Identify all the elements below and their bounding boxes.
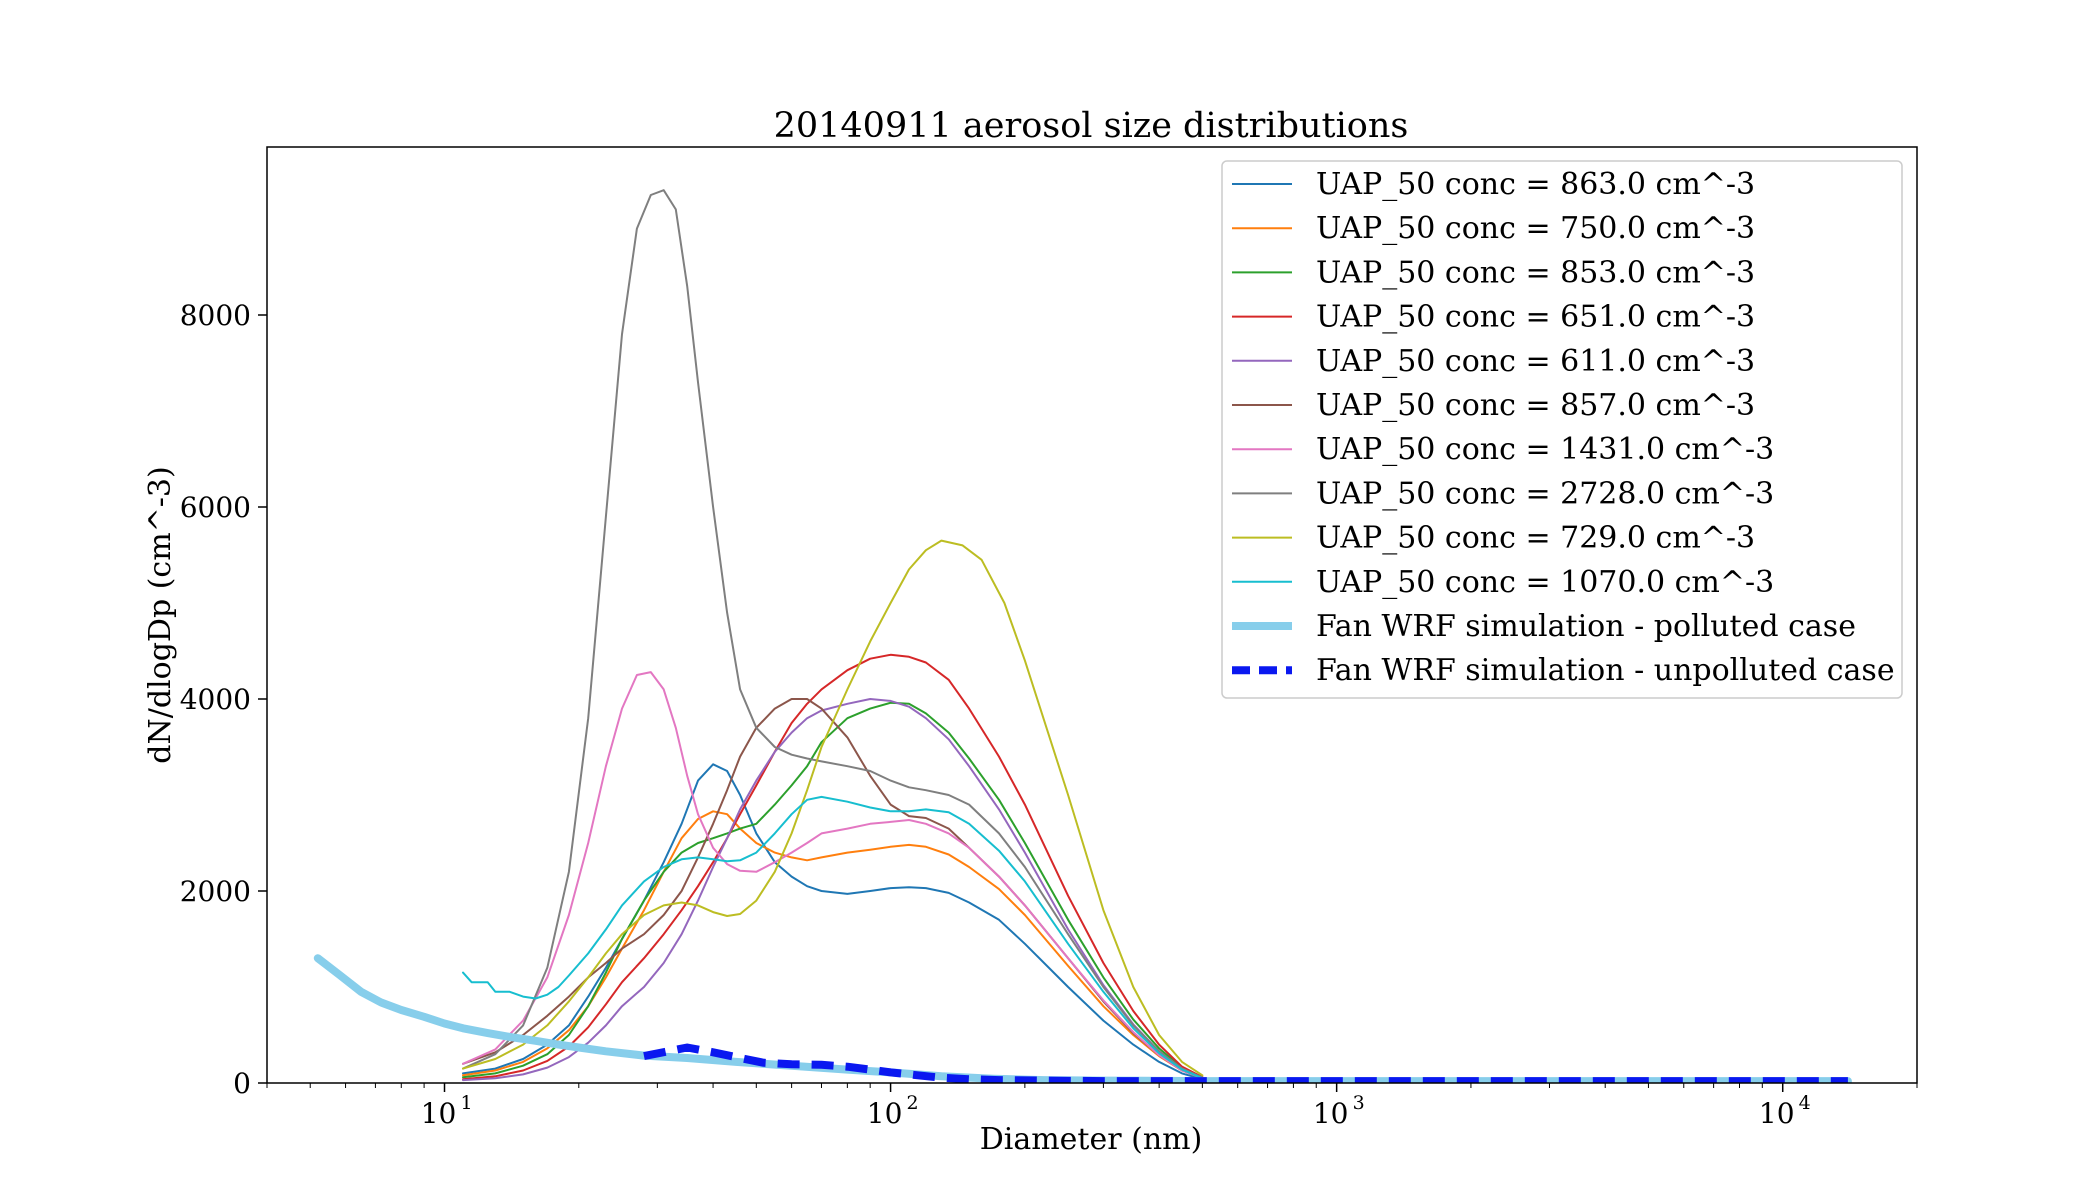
- legend-label: UAP_50 conc = 611.0 cm^-3: [1316, 344, 1755, 379]
- legend-label: UAP_50 conc = 857.0 cm^-3: [1316, 388, 1755, 423]
- legend-items: UAP_50 conc = 863.0 cm^-3 UAP_50 conc = 7…: [1232, 167, 1895, 688]
- x-tick-label: 10: [421, 1097, 457, 1130]
- plot-frame: [266, 146, 1918, 1084]
- x-tick-label: 10: [867, 1097, 903, 1130]
- legend-label: UAP_50 conc = 1070.0 cm^-3: [1316, 565, 1774, 600]
- x-tick-exponent: 3: [1353, 1092, 1365, 1114]
- series-line-1: [462, 763, 1204, 1081]
- chart-title: 20140911 aerosol size distributions: [774, 106, 1409, 146]
- y-axis: 0 2000 4000 6000 8000: [180, 299, 267, 1100]
- x-axis: 10 1 10 2 10 3 10 4: [266, 1083, 1918, 1130]
- y-axis-label: dN/dlogDp (cm^-3): [143, 466, 178, 763]
- series-line-9: [462, 539, 1204, 1077]
- legend-label: UAP_50 conc = 651.0 cm^-3: [1316, 300, 1755, 335]
- series-line-10: [462, 795, 1204, 1080]
- series-line-5: [462, 698, 1204, 1082]
- series-line-2: [462, 810, 1204, 1080]
- series-line-4: [462, 653, 1204, 1081]
- series-line-3: [462, 701, 1204, 1079]
- y-tick-label: 8000: [180, 299, 251, 332]
- y-tick-label: 2000: [180, 875, 251, 908]
- legend-label: UAP_50 conc = 729.0 cm^-3: [1316, 521, 1755, 556]
- series-line-8: [462, 189, 1204, 1079]
- legend-box: [1221, 160, 1903, 699]
- legend-label: UAP_50 conc = 1431.0 cm^-3: [1316, 432, 1774, 467]
- legend-label: UAP_50 conc = 863.0 cm^-3: [1316, 167, 1755, 202]
- legend-label: UAP_50 conc = 750.0 cm^-3: [1316, 211, 1755, 246]
- x-tick-exponent: 1: [460, 1092, 472, 1114]
- y-tick-label: 4000: [180, 683, 251, 716]
- y-tick-label: 6000: [180, 491, 251, 524]
- legend-label: Fan WRF simulation - polluted case: [1316, 609, 1856, 644]
- x-tick-exponent: 2: [907, 1092, 919, 1114]
- plot-area: [266, 146, 1918, 1084]
- series-line-7: [462, 671, 1204, 1080]
- series-line-11: [313, 954, 1852, 1083]
- x-tick-label: 10: [1313, 1097, 1349, 1130]
- x-tick-exponent: 4: [1799, 1092, 1811, 1114]
- legend-label: UAP_50 conc = 2728.0 cm^-3: [1316, 476, 1774, 511]
- legend-label: Fan WRF simulation - unpolluted case: [1316, 653, 1895, 688]
- series-line-6: [462, 698, 1204, 1080]
- series-layer: [313, 189, 1852, 1083]
- series-line-12: [643, 1043, 1848, 1083]
- x-tick-label: 10: [1759, 1097, 1795, 1130]
- y-tick-label: 0: [233, 1067, 251, 1100]
- legend: UAP_50 conc = 863.0 cm^-3 UAP_50 conc = 7…: [1221, 160, 1903, 699]
- x-axis-label: Diameter (nm): [980, 1122, 1203, 1157]
- legend-label: UAP_50 conc = 853.0 cm^-3: [1316, 255, 1755, 290]
